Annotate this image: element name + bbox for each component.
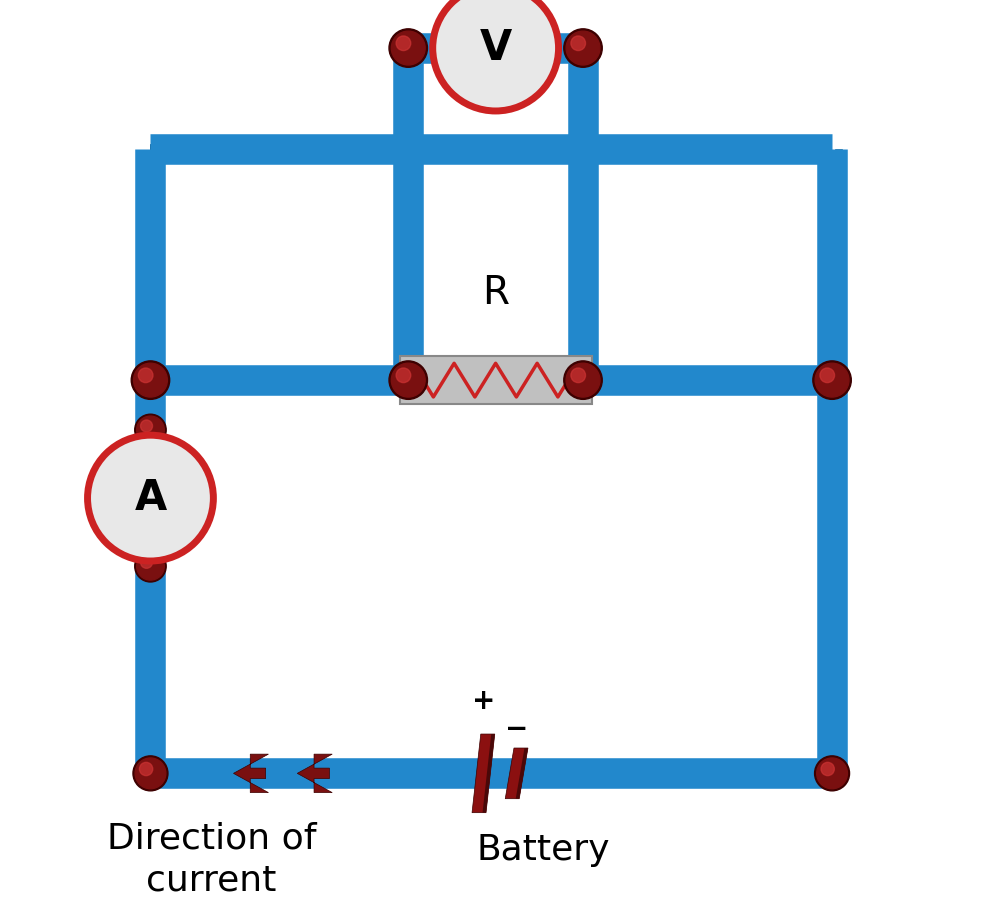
Circle shape — [134, 363, 167, 397]
Text: R: R — [482, 274, 509, 312]
Circle shape — [389, 360, 427, 400]
Circle shape — [131, 360, 170, 400]
Polygon shape — [505, 748, 528, 799]
Text: V: V — [480, 27, 512, 69]
Circle shape — [88, 435, 213, 561]
Text: Direction of
current: Direction of current — [107, 822, 316, 897]
Circle shape — [396, 368, 411, 382]
Circle shape — [821, 763, 834, 775]
Circle shape — [564, 29, 602, 67]
Wedge shape — [101, 453, 146, 544]
Wedge shape — [146, 453, 192, 544]
Circle shape — [139, 763, 153, 775]
Polygon shape — [233, 755, 268, 793]
Wedge shape — [450, 0, 541, 44]
Circle shape — [564, 360, 602, 400]
FancyBboxPatch shape — [400, 356, 592, 404]
Circle shape — [135, 550, 166, 582]
Circle shape — [391, 31, 425, 65]
Circle shape — [571, 368, 586, 382]
Circle shape — [138, 368, 153, 382]
Circle shape — [391, 363, 425, 397]
Text: +: + — [472, 686, 495, 715]
Text: −: − — [505, 715, 528, 743]
Text: A: A — [134, 477, 167, 519]
Circle shape — [133, 755, 168, 791]
Circle shape — [137, 416, 164, 444]
Circle shape — [566, 363, 600, 397]
Circle shape — [141, 420, 153, 432]
Circle shape — [135, 414, 166, 446]
Circle shape — [815, 363, 849, 397]
Circle shape — [141, 557, 153, 568]
Text: Battery: Battery — [477, 833, 610, 867]
Polygon shape — [297, 755, 332, 793]
Circle shape — [135, 758, 166, 789]
Circle shape — [815, 755, 850, 791]
Circle shape — [820, 368, 835, 382]
Circle shape — [813, 360, 851, 400]
Polygon shape — [472, 734, 495, 813]
Polygon shape — [483, 734, 495, 813]
Circle shape — [389, 29, 427, 67]
Circle shape — [566, 31, 600, 65]
Polygon shape — [516, 748, 528, 799]
Circle shape — [396, 36, 411, 51]
Circle shape — [571, 36, 586, 51]
Circle shape — [433, 0, 559, 111]
Wedge shape — [450, 44, 541, 89]
Circle shape — [137, 552, 164, 580]
Circle shape — [817, 758, 847, 789]
